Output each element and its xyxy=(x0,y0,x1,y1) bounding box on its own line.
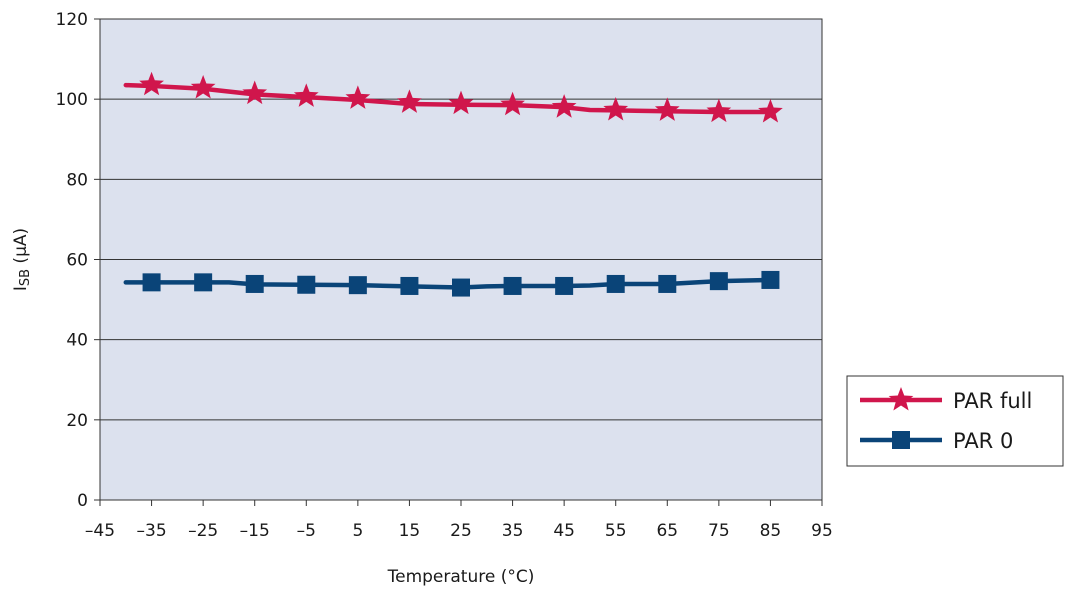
legend-marker xyxy=(888,387,914,411)
x-tick-label: 15 xyxy=(399,521,421,541)
data-point xyxy=(242,80,268,105)
data-point xyxy=(142,273,161,292)
y-tick-label: 0 xyxy=(77,491,88,511)
data-point xyxy=(706,98,732,123)
y-tick-label: 120 xyxy=(56,10,88,30)
data-point xyxy=(448,90,474,115)
y-tick-label: 80 xyxy=(66,170,88,190)
legend-label: PAR 0 xyxy=(953,429,1013,453)
data-point xyxy=(293,83,319,107)
data-point xyxy=(500,91,525,116)
y-axis-title-unit: (µA) xyxy=(11,228,31,269)
x-tick-label: –15 xyxy=(240,521,270,541)
y-axis-ticks: 0 20 40 60 80 100 120 xyxy=(56,10,100,511)
grid-lines xyxy=(100,98,822,421)
data-point xyxy=(452,278,470,297)
y-axis-title-subscript: SB xyxy=(18,269,33,286)
legend: PAR full PAR 0 xyxy=(846,375,1064,467)
data-point xyxy=(551,94,577,118)
y-tick-label: 20 xyxy=(66,411,88,431)
data-point xyxy=(758,98,783,123)
x-axis-title: Temperature (°C) xyxy=(387,567,535,587)
legend-item: PAR full xyxy=(860,387,1032,413)
data-point xyxy=(658,274,677,293)
series-par-0 xyxy=(123,270,780,297)
data-point xyxy=(503,276,522,295)
data-point xyxy=(245,274,264,293)
legend-label: PAR full xyxy=(953,389,1032,413)
x-tick-label: 25 xyxy=(450,521,472,541)
legend-box xyxy=(846,375,1064,467)
legend-item: PAR 0 xyxy=(860,429,1013,453)
x-tick-label: 65 xyxy=(656,521,678,541)
data-point xyxy=(709,272,728,291)
data-point xyxy=(348,276,367,295)
series-layer xyxy=(123,71,783,297)
data-point xyxy=(190,74,216,99)
data-point xyxy=(139,71,164,96)
y-axis-title-main: I xyxy=(11,286,31,291)
y-tick-label: 60 xyxy=(66,251,88,271)
data-point xyxy=(345,85,371,109)
x-axis-ticks: –45 –35 –25 –15 –5 5 15 25 35 45 55 65 75 85 95 xyxy=(85,500,833,541)
x-tick-label: 95 xyxy=(811,521,833,541)
data-point xyxy=(400,276,419,295)
x-tick-label: –25 xyxy=(188,521,218,541)
data-point xyxy=(555,276,574,295)
x-tick-label: 45 xyxy=(553,521,575,541)
series-par-full xyxy=(123,71,783,123)
data-point xyxy=(603,96,629,121)
x-tick-label: –5 xyxy=(297,521,316,541)
data-point xyxy=(194,273,213,292)
data-point xyxy=(297,275,316,294)
data-point xyxy=(606,274,625,293)
y-axis-title: ISB (µA) xyxy=(11,228,33,291)
x-tick-label: 35 xyxy=(502,521,524,541)
data-point xyxy=(654,97,680,121)
x-tick-label: 55 xyxy=(605,521,627,541)
x-tick-label: 85 xyxy=(760,521,782,541)
x-tick-label: –35 xyxy=(137,521,167,541)
data-point xyxy=(761,270,780,289)
y-tick-label: 100 xyxy=(56,90,88,110)
y-tick-label: 40 xyxy=(66,331,88,351)
data-point xyxy=(397,89,422,113)
x-tick-label: 75 xyxy=(708,521,730,541)
legend-marker xyxy=(892,431,910,449)
x-tick-label: –45 xyxy=(85,521,115,541)
x-tick-label: 5 xyxy=(352,521,363,541)
